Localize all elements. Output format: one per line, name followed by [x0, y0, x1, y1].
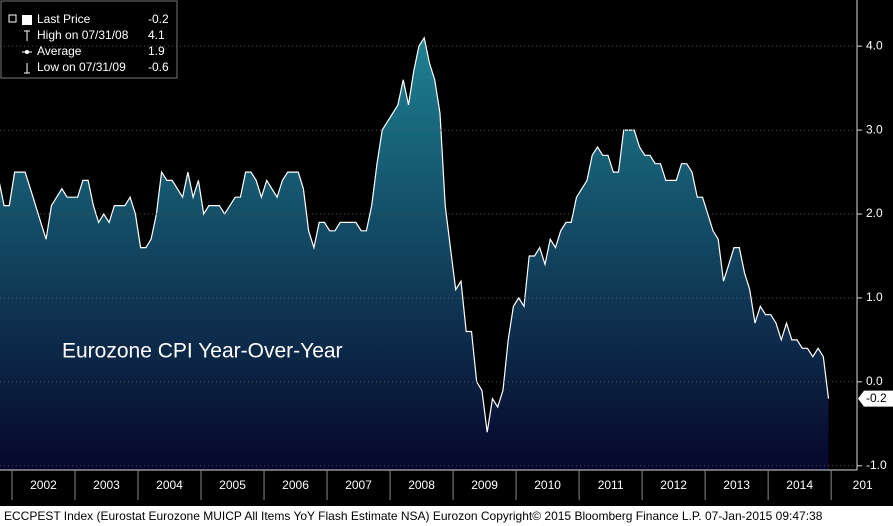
x-tick-label: 2009 [471, 478, 498, 492]
footer-bg [0, 506, 893, 526]
x-tick-label: 2008 [408, 478, 435, 492]
x-tick-label: 2003 [93, 478, 120, 492]
legend-value: -0.2 [148, 12, 169, 26]
x-tick-label: 2013 [723, 478, 750, 492]
x-tick-label: 2011 [598, 478, 624, 492]
legend-toggle [8, 14, 17, 23]
legend-label: Last Price [37, 12, 91, 26]
last-badge-label: -0.2 [866, 391, 887, 405]
x-tick-label: 2012 [660, 478, 687, 492]
x-tick-label: 201 [853, 478, 873, 492]
source: ECCPEST Index (Eurostat Eurozone MUICP A… [4, 509, 823, 523]
legend-value: 1.9 [148, 44, 165, 58]
y-tick-label: 4.0 [866, 38, 883, 52]
last-badge [858, 390, 893, 407]
y-tick-label: 2.0 [866, 206, 883, 220]
y-tick-label: 3.0 [866, 122, 883, 136]
legend-label: Low on 07/31/09 [37, 60, 126, 74]
x-tick-label: 2014 [786, 478, 813, 492]
legend-value: -0.6 [148, 60, 169, 74]
annotation: Eurozone CPI Year-Over-Year [62, 340, 343, 363]
legend-value: 4.1 [148, 28, 165, 42]
legend-box [0, 0, 178, 79]
y-tick-label: 0.0 [866, 374, 883, 388]
x-tick-label: 2006 [282, 478, 309, 492]
x-tick-label: 2005 [219, 478, 246, 492]
x-tick-label: 2002 [30, 478, 57, 492]
y-tick-label: -1.0 [866, 458, 887, 472]
x-tick-label: 2004 [156, 478, 183, 492]
x-tick-label: 2007 [345, 478, 372, 492]
legend-label: High on 07/31/08 [37, 28, 129, 42]
legend-label: Average [37, 44, 82, 58]
line [0, 36, 830, 433]
legend-icon [24, 63, 30, 74]
legend-icon [25, 50, 29, 54]
x-tick-label: 2010 [534, 478, 561, 492]
legend-icon [24, 30, 30, 41]
y-tick-label: 1.0 [866, 290, 883, 304]
legend-icon [22, 15, 32, 25]
area [0, 37, 829, 470]
